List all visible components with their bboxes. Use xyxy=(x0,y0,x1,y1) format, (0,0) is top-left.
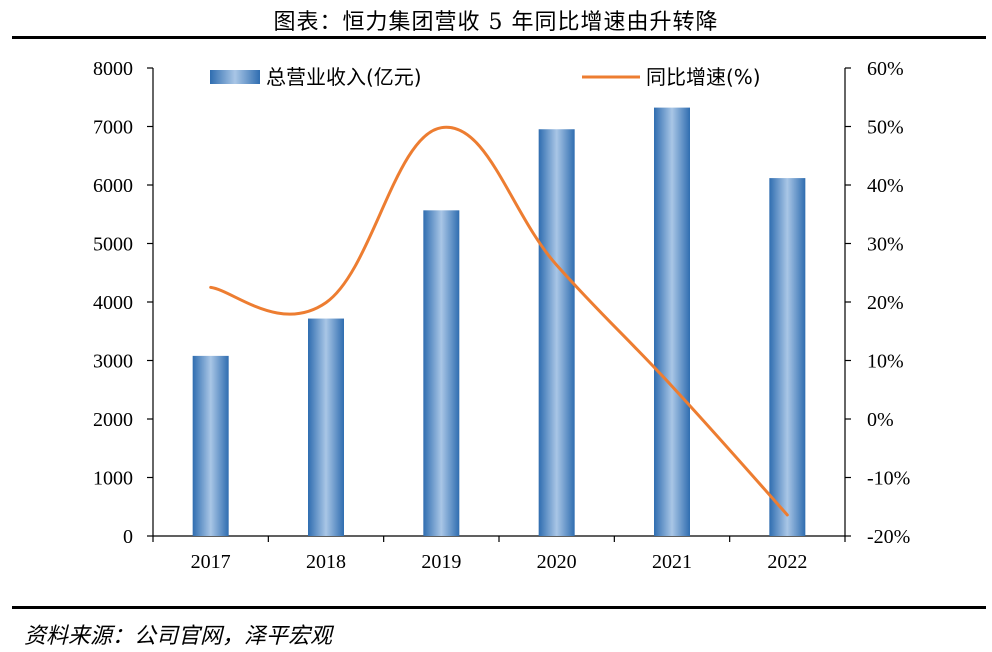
y-right-tick-label: 0% xyxy=(867,409,894,431)
revenue-bar xyxy=(192,355,229,536)
y-right-tick-label: -10% xyxy=(867,468,910,490)
y-left-tick-label: 5000 xyxy=(93,234,133,256)
revenue-bar xyxy=(654,107,690,537)
y-right-tick-label: 60% xyxy=(867,58,904,80)
y-left-tick-label: 4000 xyxy=(93,292,133,314)
source-note: 资料来源：公司官网，泽平宏观 xyxy=(24,624,333,649)
x-tick-label: 2021 xyxy=(652,551,692,573)
chart-title: 图表：恒力集团营收 5 年同比增速由升转降 xyxy=(273,10,719,35)
x-tick-label: 2017 xyxy=(191,551,231,573)
legend-bar-swatch xyxy=(210,70,260,84)
x-tick-label: 2018 xyxy=(306,551,346,573)
top-rule xyxy=(12,36,986,39)
growth-line xyxy=(209,125,789,517)
revenue-bar xyxy=(538,129,575,536)
y-right-tick-label: 50% xyxy=(867,117,904,139)
revenue-bar xyxy=(423,210,460,536)
revenue-bar xyxy=(308,318,344,536)
y-right-tick-label: 20% xyxy=(867,292,904,314)
y-left-tick-label: 7000 xyxy=(93,117,133,139)
y-right-tick-label: 40% xyxy=(867,175,904,197)
y-right-tick-label: 30% xyxy=(867,234,904,256)
revenue-bar xyxy=(769,178,806,537)
y-left-tick-label: 2000 xyxy=(93,409,133,431)
y-left-tick-label: 8000 xyxy=(93,58,133,80)
y-left-tick-label: 6000 xyxy=(93,175,133,197)
x-tick-label: 2019 xyxy=(421,551,461,573)
y-left-tick-label: 0 xyxy=(123,526,133,548)
x-tick-label: 2020 xyxy=(537,551,577,573)
x-tick-label: 2022 xyxy=(767,551,807,573)
y-right-tick-label: -20% xyxy=(867,526,910,548)
legend-bar-label: 总营业收入(亿元) xyxy=(266,65,422,89)
y-left-tick-label: 1000 xyxy=(93,468,133,490)
bottom-rule xyxy=(12,606,986,609)
legend-line-label: 同比增速(%) xyxy=(646,65,761,89)
y-left-tick-label: 3000 xyxy=(93,351,133,373)
y-right-tick-label: 10% xyxy=(867,351,904,373)
